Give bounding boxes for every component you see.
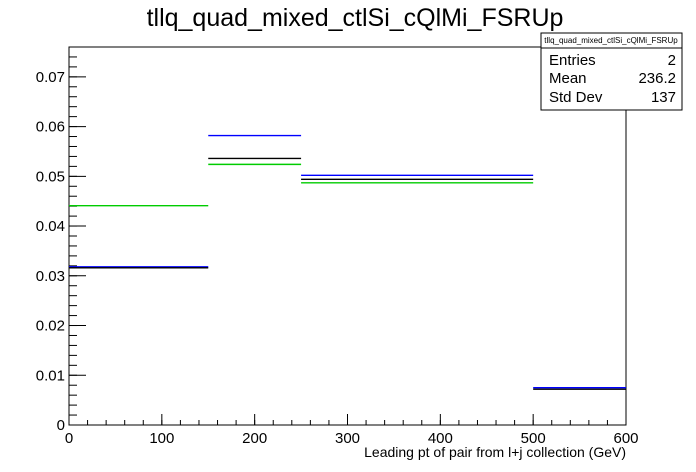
stats-mean-value: 236.2 xyxy=(638,70,676,87)
x-tick-label: 600 xyxy=(613,430,638,447)
x-tick-label: 500 xyxy=(521,430,546,447)
stats-stddev-label: Std Dev xyxy=(549,89,603,106)
stats-entries-value: 2 xyxy=(668,52,676,69)
x-tick-label: 200 xyxy=(242,430,267,447)
x-tick-label: 0 xyxy=(65,430,73,447)
stats-box-frame xyxy=(540,32,683,111)
y-tick-label: 0.02 xyxy=(36,318,65,335)
y-tick-label: 0.06 xyxy=(36,119,65,136)
x-axis-label: Leading pt of pair from l+j collection (… xyxy=(364,444,626,460)
chart-title: tllq_quad_mixed_ctlSi_cQlMi_FSRUp xyxy=(147,4,564,32)
y-tick-label: 0.05 xyxy=(36,168,65,185)
stats-entries-label: Entries xyxy=(549,52,596,69)
y-axis: 0 0.01 0.02 0.03 0.04 0.05 0.06 0.07 xyxy=(36,46,86,434)
x-tick-label: 300 xyxy=(335,430,360,447)
y-tick-label: 0.04 xyxy=(36,218,65,235)
stats-mean-label: Mean xyxy=(549,70,587,87)
x-axis: 0 100 200 300 400 500 600 xyxy=(65,414,639,447)
y-tick-label: 0.07 xyxy=(36,69,65,86)
stats-box-title: tllq_quad_mixed_ctlSi_cQlMi_FSRUp xyxy=(544,36,678,45)
stats-box: tllq_quad_mixed_ctlSi_cQlMi_FSRUp Entrie… xyxy=(540,32,683,111)
stats-stddev-value: 137 xyxy=(651,89,676,106)
y-tick-label: 0.01 xyxy=(36,367,65,384)
series-layer xyxy=(69,134,626,390)
y-tick-label: 0 xyxy=(57,417,65,434)
y-tick-label: 0.03 xyxy=(36,268,65,285)
x-tick-label: 400 xyxy=(428,430,453,447)
x-tick-label: 100 xyxy=(149,430,174,447)
